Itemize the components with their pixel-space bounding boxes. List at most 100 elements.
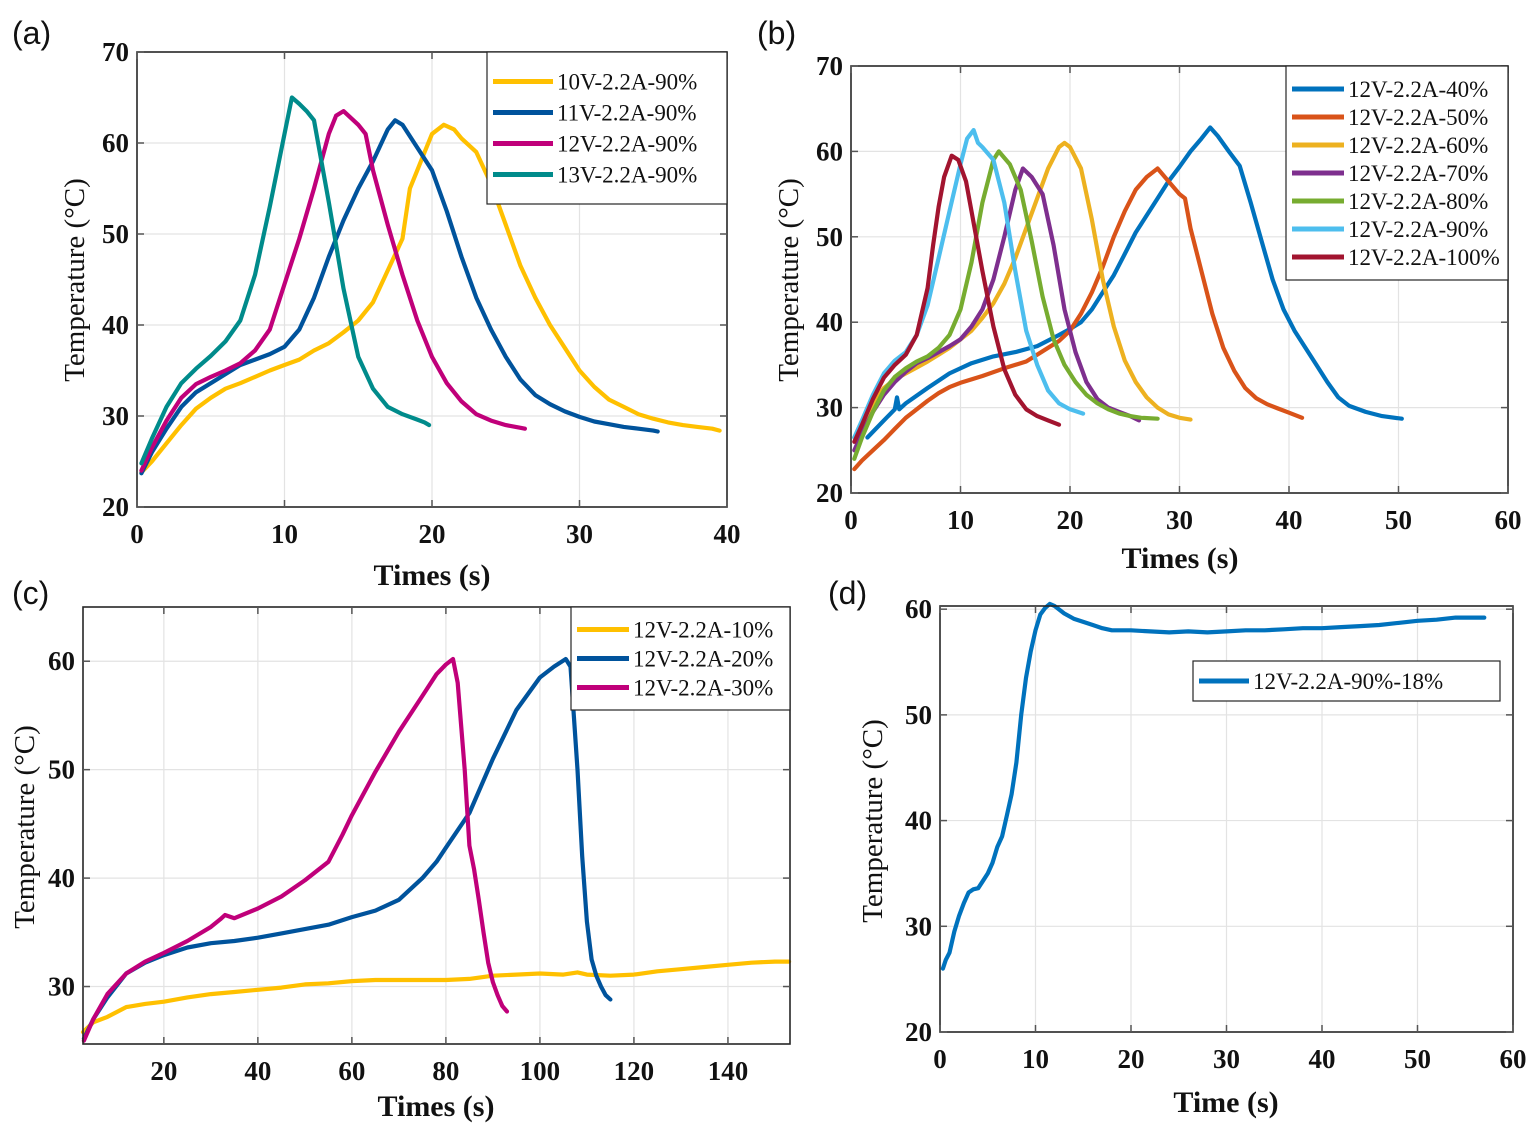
series-line-12v-2-2a-90-	[139, 108, 528, 473]
panel-c-axes-frame	[82, 606, 791, 1045]
y-tick-label: 30	[48, 972, 75, 1002]
x-tick-label: 20	[419, 519, 446, 549]
legend-box	[486, 51, 728, 205]
x-tick-label: 50	[1385, 505, 1412, 535]
x-tick-label: 40	[1276, 505, 1303, 535]
legend-entry-label: 12V-2.2A-90%	[557, 132, 697, 157]
panel-label-b: (b)	[757, 15, 796, 51]
series-line-10v-2-2a-90-	[139, 122, 722, 475]
series-line-12v-2-2a-20-	[81, 656, 613, 1041]
series-line-12v-2-2a-80-	[852, 149, 1160, 461]
panel-c-legend: 12V-2.2A-10% 12V-2.2A-20% 12V-2.2A-30%	[570, 606, 791, 711]
legend-entry-label: 12V-2.2A-90%-18%	[1253, 669, 1443, 694]
x-tick-label: 40	[714, 519, 741, 549]
x-tick-label: 0	[130, 519, 144, 549]
y-tick-label: 50	[102, 219, 129, 249]
y-tick-label: 40	[48, 863, 75, 893]
legend-entry-label: 10V-2.2A-90%	[557, 70, 697, 95]
legend-entry-label: 12V-2.2A-20%	[633, 647, 773, 672]
y-tick-label: 20	[102, 492, 129, 522]
x-tick-label: 80	[432, 1056, 459, 1086]
x-tick-label: 100	[520, 1056, 561, 1086]
x-tick-label: 10	[271, 519, 298, 549]
panel-a-x-axis-label: Times (s)	[374, 559, 491, 592]
x-tick-label: 10	[1022, 1044, 1049, 1074]
series-line-13v-2-2a-90-	[139, 95, 432, 466]
x-tick-label: 40	[1309, 1044, 1336, 1074]
y-tick-label: 20	[905, 1017, 932, 1047]
panel-b-y-axis-label: Temperature (°C)	[773, 178, 805, 382]
panel-d-x-axis-label: Time (s)	[1173, 1086, 1278, 1119]
legend-entry-label: 12V-2.2A-60%	[1348, 133, 1488, 158]
y-tick-label: 60	[48, 646, 75, 676]
panel-d: (d) 0 10 20 30 40 50 60 20 30 40 50 60 Time (s) Tem…	[828, 575, 1527, 1119]
legend-entry-label: 12V-2.2A-70%	[1348, 161, 1488, 186]
y-tick-label: 70	[816, 51, 843, 81]
panel-b-legend: 12V-2.2A-40% 12V-2.2A-50% 12V-2.2A-60% 12V-…	[1285, 65, 1509, 281]
x-tick-label: 50	[1404, 1044, 1431, 1074]
y-tick-label: 60	[905, 594, 932, 624]
legend-entry-label: 12V-2.2A-40%	[1348, 77, 1488, 102]
x-tick-label: 30	[1213, 1044, 1240, 1074]
x-tick-label: 30	[566, 519, 593, 549]
legend-entry-label: 11V-2.2A-90%	[557, 101, 696, 126]
y-tick-label: 40	[102, 310, 129, 340]
y-tick-label: 30	[816, 393, 843, 423]
y-tick-label: 40	[905, 806, 932, 836]
series-line-12v-2-2a-30-	[81, 656, 510, 1043]
y-tick-label: 20	[816, 478, 843, 508]
panel-a-y-axis-label: Temperature (°C)	[59, 178, 91, 382]
panel-d-series	[940, 601, 1487, 971]
x-tick-label: 10	[947, 505, 974, 535]
series-line-12v-2-2a-100-	[852, 153, 1062, 444]
panel-c-y-axis-label: Temperature (°C)	[9, 725, 41, 929]
legend-entry-label: 12V-2.2A-10%	[633, 618, 773, 643]
series-line-12v-2-2a-90-18-	[940, 601, 1487, 971]
y-tick-label: 50	[816, 222, 843, 252]
panel-label-d: (d)	[828, 575, 867, 611]
panel-a-ticks: 0 10 20 30 40 20 30 40 50 60 70	[102, 37, 741, 549]
x-tick-label: 60	[1500, 1044, 1527, 1074]
panel-a-legend: 10V-2.2A-90% 11V-2.2A-90% 12V-2.2A-90% 13V-…	[486, 51, 728, 205]
legend-entry-label: 12V-2.2A-50%	[1348, 105, 1488, 130]
x-tick-label: 20	[1118, 1044, 1145, 1074]
x-tick-label: 60	[338, 1056, 365, 1086]
x-tick-label: 20	[150, 1056, 177, 1086]
x-tick-label: 120	[614, 1056, 655, 1086]
y-tick-label: 30	[102, 401, 129, 431]
series-line-12v-2-2a-40-	[865, 125, 1404, 440]
x-tick-label: 20	[1057, 505, 1084, 535]
panel-d-ticks: 0 10 20 30 40 50 60 20 30 40 50 60	[905, 594, 1527, 1074]
y-tick-label: 70	[102, 37, 129, 67]
x-tick-label: 40	[244, 1056, 271, 1086]
series-line-12v-2-2a-70-	[852, 166, 1142, 453]
y-tick-label: 40	[816, 307, 843, 337]
x-tick-label: 0	[844, 505, 858, 535]
panel-c-ticks: 20 40 60 80 100 120 140 30 40 50 60	[48, 607, 790, 1086]
series-line-12v-2-2a-50-	[852, 166, 1305, 472]
y-tick-label: 60	[102, 128, 129, 158]
legend-entry-label: 12V-2.2A-100%	[1348, 245, 1500, 270]
panel-c-x-axis-label: Times (s)	[378, 1090, 495, 1123]
y-tick-label: 50	[905, 700, 932, 730]
panel-label-c: (c)	[12, 575, 49, 611]
x-tick-label: 0	[933, 1044, 947, 1074]
panel-label-a: (a)	[12, 15, 51, 51]
legend-entry-label: 13V-2.2A-90%	[557, 163, 697, 188]
series-line-11v-2-2a-90-	[139, 118, 660, 476]
panel-a: (a) 0 10 20 30 40 20 30 40 50 60 70 Times (s) Temp…	[12, 15, 741, 592]
panel-a-series	[139, 95, 722, 476]
y-tick-label: 60	[816, 136, 843, 166]
y-tick-label: 50	[48, 755, 75, 785]
x-tick-label: 140	[708, 1056, 749, 1086]
panel-b-ticks: 0 10 20 30 40 50 60 20 30 40 50 60 70	[816, 51, 1522, 535]
legend-entry-label: 12V-2.2A-30%	[633, 676, 773, 701]
x-tick-label: 30	[1166, 505, 1193, 535]
x-tick-label: 60	[1495, 505, 1522, 535]
series-line-12v-2-2a-10-	[80, 959, 792, 1035]
y-tick-label: 30	[905, 911, 932, 941]
panel-c-series	[80, 656, 792, 1043]
series-line-12v-2-2a-90-	[852, 128, 1086, 440]
